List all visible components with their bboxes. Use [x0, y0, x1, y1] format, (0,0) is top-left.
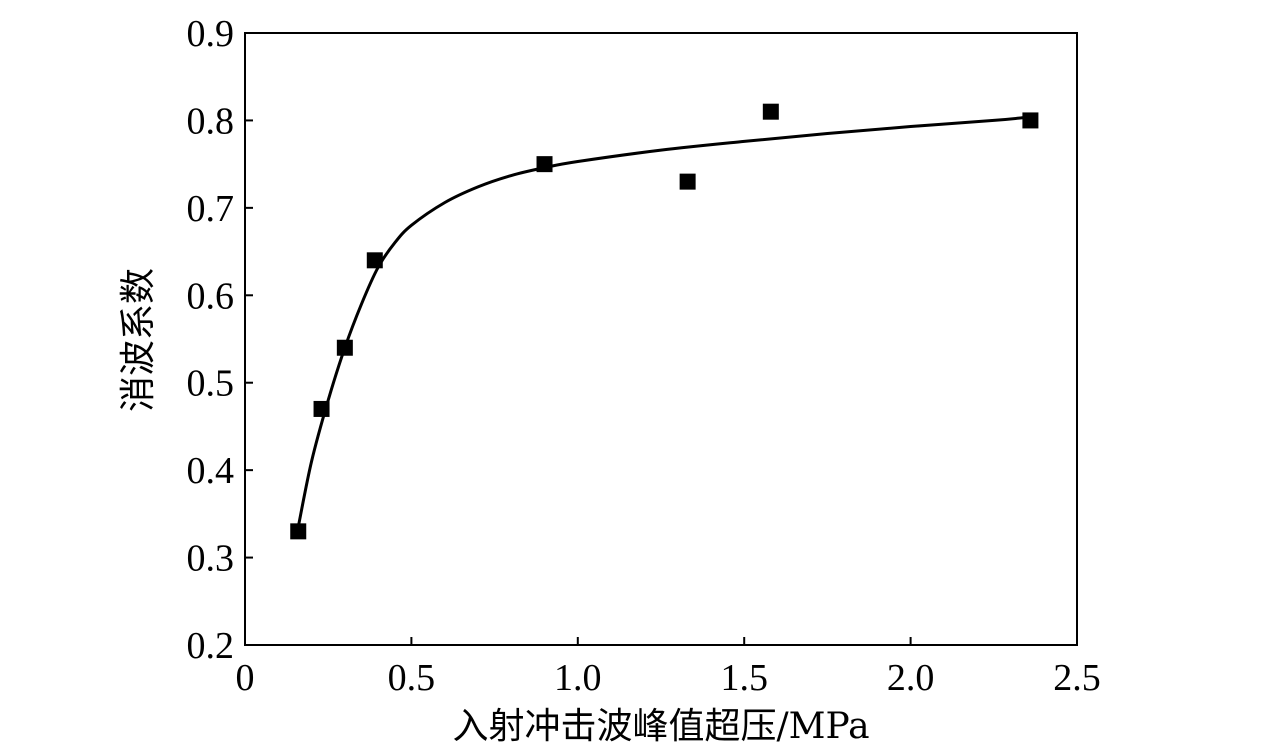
data-point [679, 173, 696, 190]
y-tick-label: 0.6 [187, 275, 235, 317]
curve-layer [296, 115, 1032, 529]
y-axis-label: 消波系数 [118, 268, 159, 412]
points-layer [290, 103, 1039, 540]
x-tick-label: 0.5 [388, 657, 436, 699]
data-point [762, 103, 779, 120]
data-point [366, 252, 383, 269]
y-tick-label: 0.7 [187, 188, 235, 230]
axis-ticks: 0 0.5 1.0 1.5 2.0 2.5 0.2 0.3 0.4 0.5 0.6 0.7 0.8 0.9 [187, 13, 1101, 699]
x-tick-label: 1.5 [720, 657, 768, 699]
y-tick-label: 0.2 [187, 625, 235, 667]
data-point [313, 400, 330, 417]
x-axis-label: 入射冲击波峰值超压/MPa [452, 706, 869, 747]
x-tick-label: 2.5 [1053, 657, 1101, 699]
fit-curve [296, 115, 1032, 529]
x-tick-label: 2.0 [887, 657, 935, 699]
data-point [336, 339, 353, 356]
y-tick-label: 0.9 [187, 13, 235, 55]
y-tick-label: 0.8 [187, 100, 235, 142]
x-tick-label: 1.0 [554, 657, 602, 699]
y-tick-label: 0.3 [187, 538, 235, 580]
plot-frame [244, 32, 1078, 646]
y-tick-label: 0.4 [187, 450, 235, 492]
x-tick-label: 0 [236, 657, 255, 699]
data-point [290, 523, 307, 540]
y-tick-label: 0.5 [187, 363, 235, 405]
data-point [536, 156, 553, 173]
data-point [1022, 112, 1039, 129]
